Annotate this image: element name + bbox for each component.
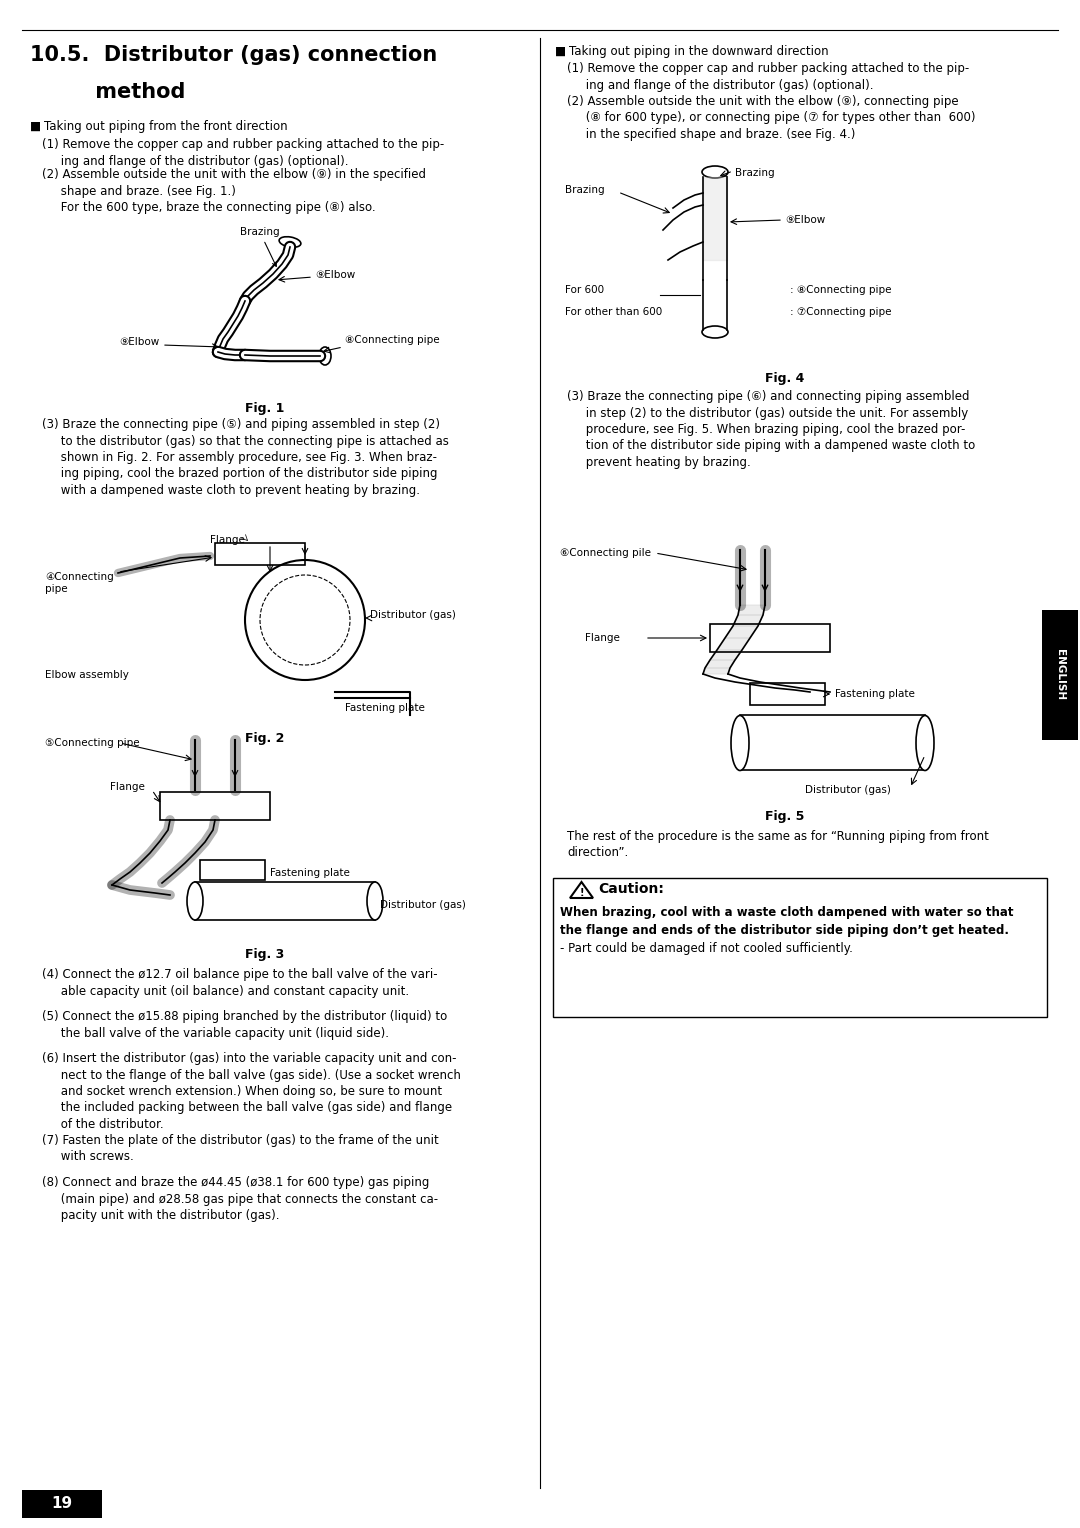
Text: (3) Braze the connecting pipe (⑤) and piping assembled in step (2)
     to the d: (3) Braze the connecting pipe (⑤) and pi… bbox=[42, 419, 449, 497]
Bar bbox=[750, 683, 825, 704]
Text: ■: ■ bbox=[30, 121, 41, 133]
FancyBboxPatch shape bbox=[1042, 610, 1078, 740]
Text: Fig. 5: Fig. 5 bbox=[766, 810, 805, 824]
Bar bbox=[740, 715, 924, 770]
Ellipse shape bbox=[367, 882, 383, 920]
Text: The rest of the procedure is the same as for “Running piping from front
directio: The rest of the procedure is the same as… bbox=[567, 830, 989, 859]
Text: ⑥Connecting pile: ⑥Connecting pile bbox=[561, 549, 651, 558]
Text: Distributor (gas): Distributor (gas) bbox=[805, 785, 891, 795]
Polygon shape bbox=[733, 614, 762, 626]
Ellipse shape bbox=[731, 715, 750, 770]
Text: (3) Braze the connecting pipe (⑥) and connecting piping assembled
     in step (: (3) Braze the connecting pipe (⑥) and co… bbox=[567, 390, 975, 469]
Text: (6) Insert the distributor (gas) into the variable capacity unit and con-
     n: (6) Insert the distributor (gas) into th… bbox=[42, 1051, 461, 1131]
Text: ④Connecting
pipe: ④Connecting pipe bbox=[45, 571, 113, 593]
Ellipse shape bbox=[319, 347, 330, 365]
Bar bbox=[160, 792, 270, 821]
Text: !: ! bbox=[579, 888, 584, 898]
Text: (7) Fasten the plate of the distributor (gas) to the frame of the unit
     with: (7) Fasten the plate of the distributor … bbox=[42, 1134, 438, 1163]
Text: For other than 600: For other than 600 bbox=[565, 307, 662, 316]
Text: Brazing: Brazing bbox=[735, 168, 774, 177]
Polygon shape bbox=[738, 605, 765, 614]
Text: : ⑦Connecting pipe: : ⑦Connecting pipe bbox=[789, 307, 891, 316]
Text: Fastening plate: Fastening plate bbox=[270, 868, 350, 879]
Ellipse shape bbox=[279, 237, 301, 248]
Text: Flange: Flange bbox=[110, 782, 145, 792]
Text: Fastening plate: Fastening plate bbox=[835, 689, 915, 698]
Text: ⑤Connecting pipe: ⑤Connecting pipe bbox=[45, 738, 139, 749]
Polygon shape bbox=[703, 668, 730, 674]
Text: Fig. 1: Fig. 1 bbox=[245, 402, 285, 416]
Polygon shape bbox=[705, 660, 735, 668]
Text: - Part could be damaged if not cooled sufficiently.: - Part could be damaged if not cooled su… bbox=[561, 941, 853, 955]
Text: ⑧Connecting pipe: ⑧Connecting pipe bbox=[345, 335, 440, 345]
Text: Flange: Flange bbox=[210, 535, 245, 545]
Text: 10.5.  Distributor (gas) connection: 10.5. Distributor (gas) connection bbox=[30, 44, 437, 66]
Text: Distributor (gas): Distributor (gas) bbox=[370, 610, 456, 620]
Text: : ⑧Connecting pipe: : ⑧Connecting pipe bbox=[789, 286, 891, 295]
Text: (2) Assemble outside the unit with the elbow (⑨) in the specified
     shape and: (2) Assemble outside the unit with the e… bbox=[42, 168, 426, 214]
Text: When brazing, cool with a waste cloth dampened with water so that
the flange and: When brazing, cool with a waste cloth da… bbox=[561, 906, 1013, 937]
Text: Distributor (gas): Distributor (gas) bbox=[380, 900, 465, 911]
Text: (2) Assemble outside the unit with the elbow (⑨), connecting pipe
     (⑧ for 60: (2) Assemble outside the unit with the e… bbox=[567, 95, 975, 141]
Polygon shape bbox=[717, 639, 750, 649]
Text: Elbow assembly: Elbow assembly bbox=[45, 669, 129, 680]
Text: Fig. 3: Fig. 3 bbox=[245, 947, 285, 961]
Text: For 600: For 600 bbox=[565, 286, 604, 295]
Ellipse shape bbox=[916, 715, 934, 770]
Ellipse shape bbox=[187, 882, 203, 920]
Bar bbox=[195, 882, 375, 920]
Text: (5) Connect the ø15.88 piping branched by the distributor (liquid) to
     the b: (5) Connect the ø15.88 piping branched b… bbox=[42, 1010, 447, 1039]
Text: 19: 19 bbox=[52, 1496, 72, 1511]
Text: Flange: Flange bbox=[585, 633, 620, 643]
Ellipse shape bbox=[702, 167, 728, 177]
Text: ⑨Elbow: ⑨Elbow bbox=[315, 270, 355, 280]
Text: ⑨Elbow: ⑨Elbow bbox=[785, 215, 825, 225]
Text: Fastening plate: Fastening plate bbox=[345, 703, 424, 714]
Text: Caution:: Caution: bbox=[598, 882, 664, 895]
Bar bbox=[200, 860, 265, 880]
Text: (8) Connect and braze the ø44.45 (ø38.1 for 600 type) gas piping
     (main pipe: (8) Connect and braze the ø44.45 (ø38.1 … bbox=[42, 1177, 438, 1222]
Polygon shape bbox=[725, 626, 758, 639]
Text: Taking out piping in the downward direction: Taking out piping in the downward direct… bbox=[569, 44, 828, 58]
Bar bbox=[215, 542, 305, 565]
Text: ■: ■ bbox=[555, 44, 566, 58]
Text: (1) Remove the copper cap and rubber packing attached to the pip-
     ing and f: (1) Remove the copper cap and rubber pac… bbox=[567, 63, 969, 92]
FancyBboxPatch shape bbox=[22, 1490, 102, 1517]
Text: (4) Connect the ø12.7 oil balance pipe to the ball valve of the vari-
     able : (4) Connect the ø12.7 oil balance pipe t… bbox=[42, 969, 437, 998]
Ellipse shape bbox=[702, 325, 728, 338]
Bar bbox=[710, 623, 831, 652]
Polygon shape bbox=[710, 649, 742, 660]
Text: ⑨Elbow: ⑨Elbow bbox=[120, 338, 160, 347]
Text: Brazing: Brazing bbox=[565, 185, 605, 196]
Text: Fig. 2: Fig. 2 bbox=[245, 732, 285, 746]
Text: Taking out piping from the front direction: Taking out piping from the front directi… bbox=[44, 121, 287, 133]
Text: Fig. 4: Fig. 4 bbox=[766, 371, 805, 385]
Text: method: method bbox=[30, 83, 186, 102]
Text: (1) Remove the copper cap and rubber packing attached to the pip-
     ing and f: (1) Remove the copper cap and rubber pac… bbox=[42, 138, 444, 168]
Text: ENGLISH: ENGLISH bbox=[1055, 649, 1065, 700]
Text: Brazing: Brazing bbox=[240, 228, 280, 266]
